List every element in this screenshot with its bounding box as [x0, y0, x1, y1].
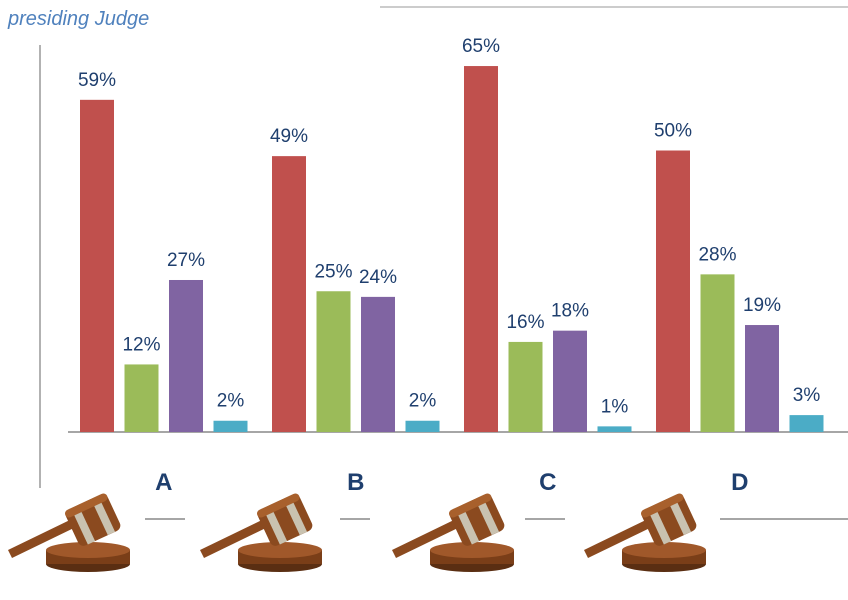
bar: [790, 415, 824, 432]
value-label: 12%: [122, 334, 160, 355]
bar: [598, 426, 632, 432]
value-label: 16%: [506, 312, 544, 333]
page: {"chart_data": { "type": "bar", "title":…: [0, 0, 848, 600]
bar: [701, 274, 735, 432]
value-label: 2%: [409, 391, 437, 412]
bar: [464, 66, 498, 432]
gavel-icon: [8, 492, 130, 572]
bar: [272, 156, 306, 432]
value-label: 59%: [78, 70, 116, 91]
value-label: 28%: [698, 244, 736, 265]
bar: [125, 364, 159, 432]
category-label: D: [731, 469, 748, 496]
value-label: 24%: [359, 267, 397, 288]
gavel-icon: [584, 492, 706, 572]
value-label: 19%: [743, 295, 781, 316]
category-label: C: [539, 469, 556, 496]
value-label: 50%: [654, 121, 692, 142]
value-label: 25%: [314, 261, 352, 282]
bar: [361, 297, 395, 432]
bar: [406, 421, 440, 432]
bar: [80, 100, 114, 432]
bar: [317, 291, 351, 432]
chart: presiding Judge A 59% 12% 27% 2% B 49% 25% 24% 2%…: [0, 0, 848, 600]
value-label: 3%: [793, 385, 821, 406]
value-label: 2%: [217, 391, 245, 412]
bar: [656, 151, 690, 433]
category-label: A: [155, 469, 172, 496]
bar: [745, 325, 779, 432]
gavel-icon: [392, 492, 514, 572]
value-label: 49%: [270, 126, 308, 147]
value-label: 65%: [462, 36, 500, 57]
value-label: 1%: [601, 396, 629, 417]
gavel-icon: [200, 492, 322, 572]
value-label: 18%: [551, 301, 589, 322]
chart-title: presiding Judge: [7, 8, 149, 30]
bar: [214, 421, 248, 432]
bar: [169, 280, 203, 432]
value-label: 27%: [167, 250, 205, 271]
bar: [553, 331, 587, 432]
bar: [509, 342, 543, 432]
category-label: B: [347, 469, 364, 496]
